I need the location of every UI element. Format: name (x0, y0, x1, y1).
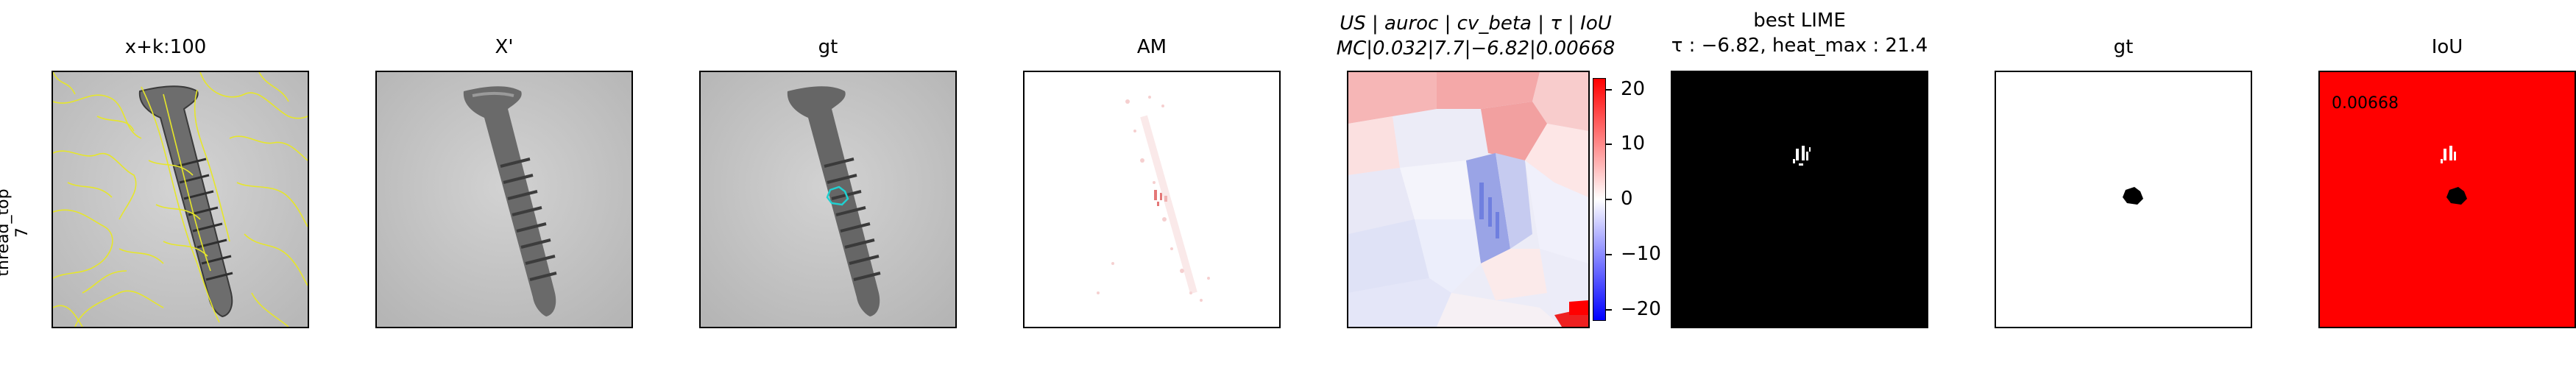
superpixel-image (53, 72, 308, 327)
panel-title-metrics-header: US | auroc | cv_beta | τ | IoU (1340, 13, 1612, 35)
reconstruction-image (377, 72, 631, 327)
reconstruction-panel (375, 71, 633, 328)
heatmap-panel (1347, 71, 1590, 328)
panel-title-gt: gt (818, 36, 838, 58)
iou-panel: 0.00668 (2318, 71, 2576, 328)
row-label-name: thread_top (0, 188, 13, 277)
colorbar-tickmark (1606, 89, 1612, 91)
colorbar-tickmark (1606, 309, 1612, 311)
superpixel-boundaries (53, 72, 308, 327)
iou-image (2320, 72, 2575, 327)
panel-title-metrics-values: MC|0.032|7.7|−6.82|0.00668 (1336, 38, 1616, 60)
gt-outline-panel (699, 71, 957, 328)
iou-value-annotation: 0.00668 (2332, 94, 2399, 113)
colorbar-tickmark (1606, 254, 1612, 255)
colorbar-tick-label: 0 (1621, 188, 1633, 210)
gt-mask-image (1996, 72, 2251, 327)
panel-title-superpixels: x+k:100 (124, 36, 207, 58)
panel-title-xprime: X' (495, 36, 514, 58)
screw-shape (138, 85, 233, 318)
panel-title-lime-params: τ : −6.82, heat_max : 21.4 (1671, 35, 1928, 57)
colorbar (1593, 78, 1606, 321)
anomaly-map-image (1025, 72, 1279, 327)
gt-mask-blob (2123, 187, 2143, 205)
lime-mask-panel (1671, 71, 1928, 328)
colorbar-tick-label: 20 (1621, 78, 1646, 100)
gt-contour (826, 185, 849, 206)
heatmap-image (1348, 72, 1588, 327)
row-label: thread_top 7 (0, 174, 32, 291)
row-label-index: 7 (13, 227, 32, 238)
lime-positive-pixels (1793, 146, 1811, 166)
anomaly-map-panel (1023, 71, 1281, 328)
colorbar-tick-label: 10 (1621, 132, 1646, 155)
screw-shape (463, 86, 557, 316)
panel-title-iou: IoU (2431, 36, 2463, 58)
gt-outline-image (701, 72, 955, 327)
lime-mask-image (1672, 72, 1927, 327)
colorbar-tickmark (1606, 199, 1612, 200)
panel-title-lime: best LIME (1753, 10, 1846, 32)
gt-mask-panel (1995, 71, 2252, 328)
colorbar-tick-label: −10 (1621, 243, 1661, 265)
superpixel-panel (52, 71, 309, 328)
panel-title-gt-mask: gt (2113, 36, 2134, 58)
panel-title-am: AM (1136, 36, 1167, 58)
colorbar-tick-label: −20 (1621, 298, 1661, 320)
colorbar-tickmark (1606, 144, 1612, 145)
